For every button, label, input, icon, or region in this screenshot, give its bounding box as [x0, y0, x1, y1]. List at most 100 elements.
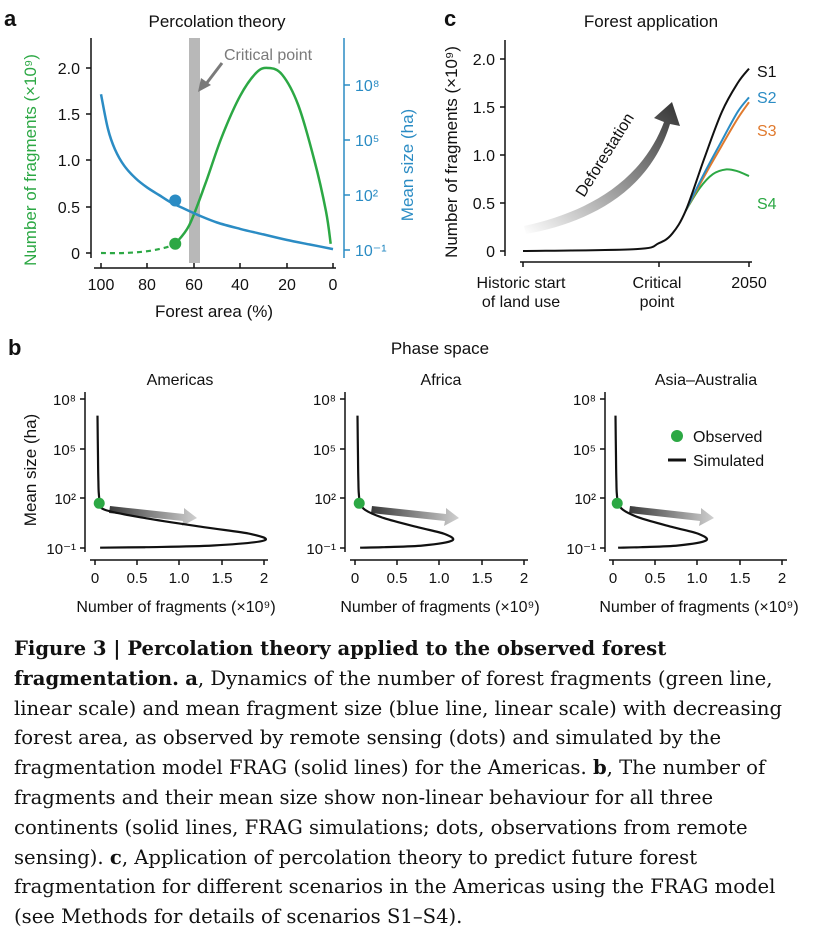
panel-b: b Phase space Mean size (ha) Americas 10… — [8, 335, 799, 616]
a-left-tick-4: 2.0 — [58, 61, 80, 78]
b2-y-tick-2: 10⁵ — [313, 442, 336, 459]
observed-mean-size-dot — [169, 194, 182, 207]
a-left-tick-2: 1.0 — [58, 153, 80, 170]
b3-y-tick-1: 10² — [574, 491, 596, 508]
caption-a-label: a — [185, 666, 198, 690]
a-right-axis-label: Mean size (ha) — [398, 109, 417, 221]
series-s3-label: S3 — [757, 123, 777, 140]
a-left-axis-label: Number of fragments (×10⁹) — [21, 54, 40, 266]
b2-x-tick-4: 2 — [520, 570, 528, 587]
b1-x-tick-1: 0.5 — [127, 570, 148, 587]
panel-a-right-axis: 10⁻¹ 10² 10⁵ 10⁸ Mean size (ha) — [343, 38, 417, 260]
panel-a: a Percolation theory Critical point 0 0.… — [4, 6, 417, 321]
b2-y-tick-0: 10⁻¹ — [306, 541, 336, 558]
b3-y-tick-3: 10⁸ — [573, 392, 596, 409]
c-y-tick-1: 0.5 — [473, 196, 495, 213]
fragments-curve-dashed — [100, 242, 176, 255]
critical-point-label: Critical point — [224, 47, 313, 64]
figure-3: a Percolation theory Critical point 0 0.… — [4, 6, 799, 616]
panel-a-x-axis: 100 80 60 40 20 0 Forest area (%) — [88, 263, 338, 321]
c-x-tick-historic: Historic start of land use — [477, 275, 566, 311]
caption-a-text: , Dynamics of the number of forest fragm… — [14, 666, 783, 780]
c-y-tick-3: 1.5 — [473, 100, 495, 117]
b-y-axis-label: Mean size (ha) — [21, 414, 40, 526]
c-y-tick-4: 2.0 — [473, 52, 495, 69]
deforestation-arrow — [524, 102, 680, 234]
a-right-tick-2: 10⁵ — [355, 133, 379, 150]
b3-y-tick-2: 10⁵ — [573, 442, 596, 459]
caption-b-text: , The number of fragments and their mean… — [14, 756, 766, 869]
a-x-tick-0: 100 — [88, 277, 115, 294]
b1-x-axis-label: Number of fragments (×10⁹) — [76, 599, 275, 616]
series-s2-line — [684, 96, 750, 212]
a-left-tick-3: 1.5 — [58, 107, 80, 124]
b1-x-tick-0: 0 — [91, 570, 99, 587]
observed-dot-americas — [93, 497, 105, 509]
a-right-tick-1: 10² — [355, 188, 379, 205]
b1-y-tick-1: 10² — [54, 491, 76, 508]
b3-x-tick-3: 1.5 — [730, 570, 751, 587]
b2-x-tick-2: 1.0 — [429, 570, 450, 587]
b2-y-tick-3: 10⁸ — [313, 392, 336, 409]
a-x-axis-label: Forest area (%) — [155, 302, 273, 321]
b1-y-tick-3: 10⁸ — [53, 392, 76, 409]
b2-y-tick-1: 10² — [314, 491, 336, 508]
a-left-tick-1: 0.5 — [58, 200, 80, 217]
b3-x-tick-0: 0 — [609, 570, 617, 587]
figure-caption: Figure 3 | Percolation theory applied to… — [14, 634, 814, 932]
b3-y-tick-0: 10⁻¹ — [566, 541, 596, 558]
c-x-tick-2050: 2050 — [731, 275, 767, 292]
subplot-africa: Africa 10⁻¹ 10² 10⁵ 10⁸ 0 0.5 1.0 1.5 2 … — [306, 372, 539, 616]
a-x-tick-3: 40 — [231, 277, 249, 294]
subplot-title-asia-australia: Asia–Australia — [655, 372, 757, 389]
fragments-curve — [174, 66, 332, 245]
subplot-title-africa: Africa — [421, 372, 462, 389]
phase-arrow-asia-australia — [629, 506, 714, 526]
series-s3-line — [684, 101, 750, 212]
panel-label-b: b — [8, 335, 21, 360]
phase-curve-americas — [96, 415, 267, 549]
critical-point-arrow — [204, 62, 224, 85]
observed-fragments-dot — [169, 237, 182, 250]
panel-label-c: c — [444, 6, 456, 31]
subplot-title-americas: Americas — [147, 372, 214, 389]
b2-x-tick-3: 1.5 — [472, 570, 493, 587]
mean-size-curve — [99, 93, 334, 251]
c-x-tick-critical: Critical point — [633, 275, 682, 311]
b1-y-tick-0: 10⁻¹ — [46, 541, 76, 558]
series-s2-label: S2 — [757, 90, 777, 107]
c-y-tick-2: 1.0 — [473, 148, 495, 165]
b3-x-tick-1: 0.5 — [645, 570, 666, 587]
critical-point-arrowhead — [198, 78, 211, 92]
subplot-americas: Americas 10⁻¹ 10² 10⁵ 10⁸ 0 0.5 1.0 1.5 … — [46, 372, 275, 616]
a-right-tick-0: 10⁻¹ — [355, 243, 387, 260]
panel-label-a: a — [4, 6, 17, 31]
phase-arrow-africa — [371, 506, 459, 526]
legend-observed-label: Observed — [693, 429, 762, 446]
c-y-tick-0: 0 — [486, 244, 495, 261]
series-s4-label: S4 — [757, 196, 777, 213]
caption-figure-label: Figure 3 | Percolation theory applied to… — [14, 637, 667, 690]
a-x-tick-1: 80 — [138, 277, 156, 294]
phase-curve-asia-australia — [614, 415, 709, 549]
series-s1-label: S1 — [757, 64, 777, 81]
panel-a-left-axis: 0 0.5 1.0 1.5 2.0 Number of fragments (×… — [21, 38, 92, 266]
a-x-tick-4: 20 — [278, 277, 296, 294]
legend-observed-marker — [671, 430, 683, 442]
legend-simulated-label: Simulated — [693, 453, 764, 470]
a-x-tick-5: 0 — [329, 277, 338, 294]
panel-b-title: Phase space — [391, 339, 489, 358]
legend: Observed Simulated — [668, 429, 764, 470]
panel-a-title: Percolation theory — [148, 12, 286, 31]
panel-c: c Forest application Number of fragments… — [442, 6, 777, 311]
series-s4-line — [684, 168, 750, 212]
b2-x-tick-0: 0 — [351, 570, 359, 587]
b3-x-tick-4: 2 — [778, 570, 786, 587]
b2-x-axis-label: Number of fragments (×10⁹) — [340, 599, 539, 616]
caption-c-text: , Application of percolation theory to p… — [14, 845, 776, 929]
a-left-tick-0: 0 — [71, 246, 80, 263]
b2-x-tick-1: 0.5 — [387, 570, 408, 587]
a-x-tick-2: 60 — [185, 277, 203, 294]
observed-dot-asia-australia — [611, 497, 623, 509]
series-s1-line — [522, 67, 750, 252]
